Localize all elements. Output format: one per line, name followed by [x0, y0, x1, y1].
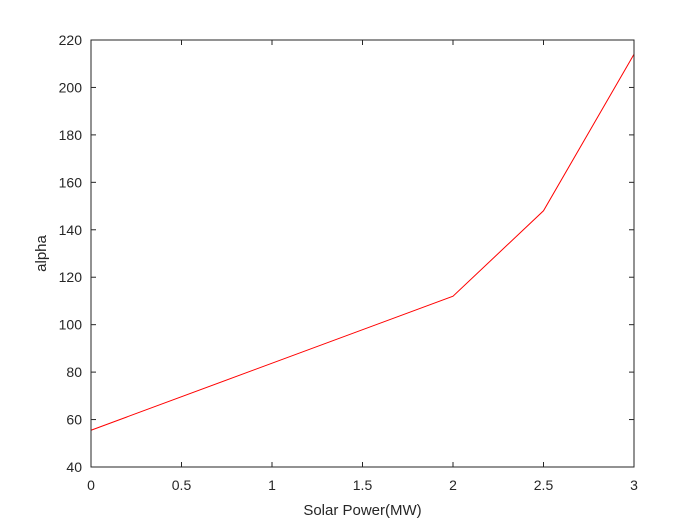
y-tick-label: 40: [66, 459, 82, 475]
y-tick-label: 160: [59, 174, 83, 190]
y-tick-label: 60: [66, 412, 82, 428]
x-tick-labels: 0 0.5 1 1.5 2 2.5 3: [87, 477, 638, 493]
x-tick-label: 0.5: [172, 477, 192, 493]
y-tick-label: 200: [59, 79, 83, 95]
x-axis-title: Solar Power(MW): [303, 502, 421, 519]
x-tick-label: 1.5: [353, 477, 373, 493]
series-layer: [90, 53, 635, 431]
x-tick-label: 0: [87, 477, 95, 493]
x-tick-label: 2: [449, 477, 457, 493]
x-tick-label: 1: [268, 477, 276, 493]
x-tick-label: 3: [630, 477, 638, 493]
y-tick-label: 220: [59, 32, 83, 48]
y-axis-title: alpha: [33, 234, 50, 271]
y-tick-label: 80: [66, 364, 82, 380]
y-tick-labels: 40 60 80 100 120 140 160 180 200 220: [59, 32, 83, 475]
series-line: [90, 53, 635, 431]
y-tick-label: 180: [59, 127, 83, 143]
plot-area: [91, 40, 634, 467]
y-tick-label: 120: [59, 269, 83, 285]
x-tick-label: 2.5: [534, 477, 554, 493]
y-tick-label: 140: [59, 222, 83, 238]
ticks-layer: [90, 39, 635, 468]
y-tick-label: 100: [59, 317, 83, 333]
